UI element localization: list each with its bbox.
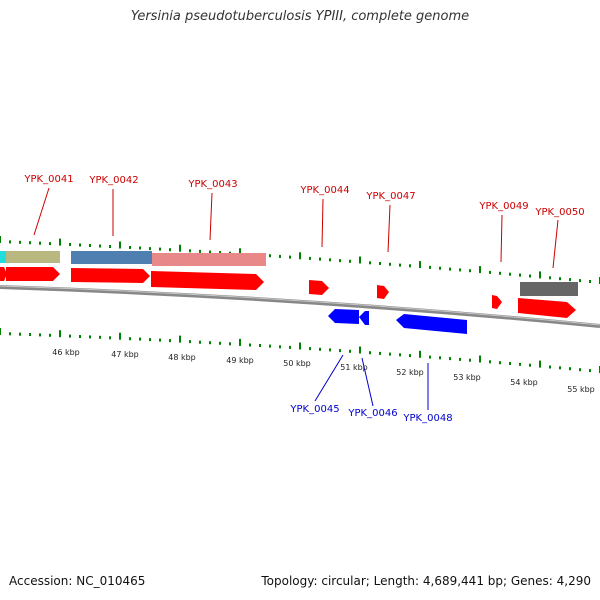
reverse-leader-lines xyxy=(314,354,429,410)
feature-bar-olive xyxy=(6,251,60,263)
feature-bar-salmon xyxy=(152,253,266,266)
leader-line-ypk-0045 xyxy=(314,354,344,402)
forward-leader-lines xyxy=(33,187,559,269)
gene-arrow-ypk-0045[interactable] xyxy=(328,309,359,324)
scale-label-55: 55 kbp xyxy=(567,385,595,394)
gene-arrow-ypk-0042[interactable] xyxy=(71,268,150,283)
inner-tick-marks xyxy=(0,328,600,373)
gene-arrow-ypk-0046[interactable] xyxy=(359,311,369,325)
scale-labels: 46 kbp 47 kbp 48 kbp 49 kbp 50 kbp 51 kb… xyxy=(52,348,595,394)
gene-label-ypk-0046[interactable]: YPK_0046 xyxy=(347,408,397,419)
leader-line-ypk-0049 xyxy=(500,214,503,263)
forward-gene-labels: YPK_0041 YPK_0042 YPK_0043 YPK_0044 YPK_… xyxy=(23,174,584,218)
reverse-gene-labels: YPK_0045 YPK_0046 YPK_0048 xyxy=(289,404,452,424)
scale-label-51: 51 kbp xyxy=(340,363,368,372)
scale-label-48: 48 kbp xyxy=(168,353,196,362)
leader-line-ypk-0050 xyxy=(552,219,559,269)
gene-arrow-ypk-0047[interactable] xyxy=(377,285,389,299)
outer-tick-marks xyxy=(0,236,600,284)
reverse-genes xyxy=(328,309,467,334)
gene-label-ypk-0044[interactable]: YPK_0044 xyxy=(299,185,349,196)
scale-label-52: 52 kbp xyxy=(396,368,424,377)
gene-label-ypk-0049[interactable]: YPK_0049 xyxy=(478,201,528,212)
gene-label-ypk-0041[interactable]: YPK_0041 xyxy=(23,174,73,185)
leader-line-ypk-0044 xyxy=(321,198,324,248)
scale-label-54: 54 kbp xyxy=(510,378,538,387)
genome-summary-text: Topology: circular; Length: 4,689,441 bp… xyxy=(261,574,591,588)
gene-label-ypk-0045[interactable]: YPK_0045 xyxy=(289,404,339,415)
leader-line-ypk-0043 xyxy=(209,192,213,241)
gene-arrow-ypk-0044[interactable] xyxy=(309,280,329,295)
scale-label-46: 46 kbp xyxy=(52,348,80,357)
accession-text: Accession: NC_010465 xyxy=(9,574,146,588)
scale-label-47: 47 kbp xyxy=(111,350,139,359)
gene-arrow-ypk-0043[interactable] xyxy=(151,271,264,290)
leader-line-ypk-0046 xyxy=(361,357,374,407)
feature-bar-grey xyxy=(520,282,578,296)
gene-label-ypk-0048[interactable]: YPK_0048 xyxy=(402,413,452,424)
scale-label-53: 53 kbp xyxy=(453,373,481,382)
leader-line-ypk-0041 xyxy=(33,187,50,236)
feature-bar-steelblue xyxy=(71,251,152,264)
feature-bars xyxy=(0,251,578,296)
forward-genes xyxy=(0,267,576,318)
genome-backbone xyxy=(0,285,600,328)
gene-label-ypk-0050[interactable]: YPK_0050 xyxy=(534,207,584,218)
gene-arrow-ypk-0048[interactable] xyxy=(396,314,467,334)
gene-label-ypk-0047[interactable]: YPK_0047 xyxy=(365,191,415,202)
gene-label-ypk-0042[interactable]: YPK_0042 xyxy=(88,175,138,186)
genome-title: Yersinia pseudotuberculosis YPIII, compl… xyxy=(130,9,470,24)
gene-arrow-ypk-0049[interactable] xyxy=(492,295,502,309)
gene-arrow-partial[interactable] xyxy=(0,267,7,281)
scale-label-49: 49 kbp xyxy=(226,356,254,365)
gene-arrow-ypk-0050[interactable] xyxy=(518,298,576,318)
genome-backbone-highlight xyxy=(0,285,600,326)
gene-arrow-ypk-0041[interactable] xyxy=(6,267,60,281)
leader-line-ypk-0047 xyxy=(387,204,391,253)
feature-bar-cyan xyxy=(0,251,6,263)
gene-label-ypk-0043[interactable]: YPK_0043 xyxy=(187,179,237,190)
scale-label-50: 50 kbp xyxy=(283,359,311,368)
